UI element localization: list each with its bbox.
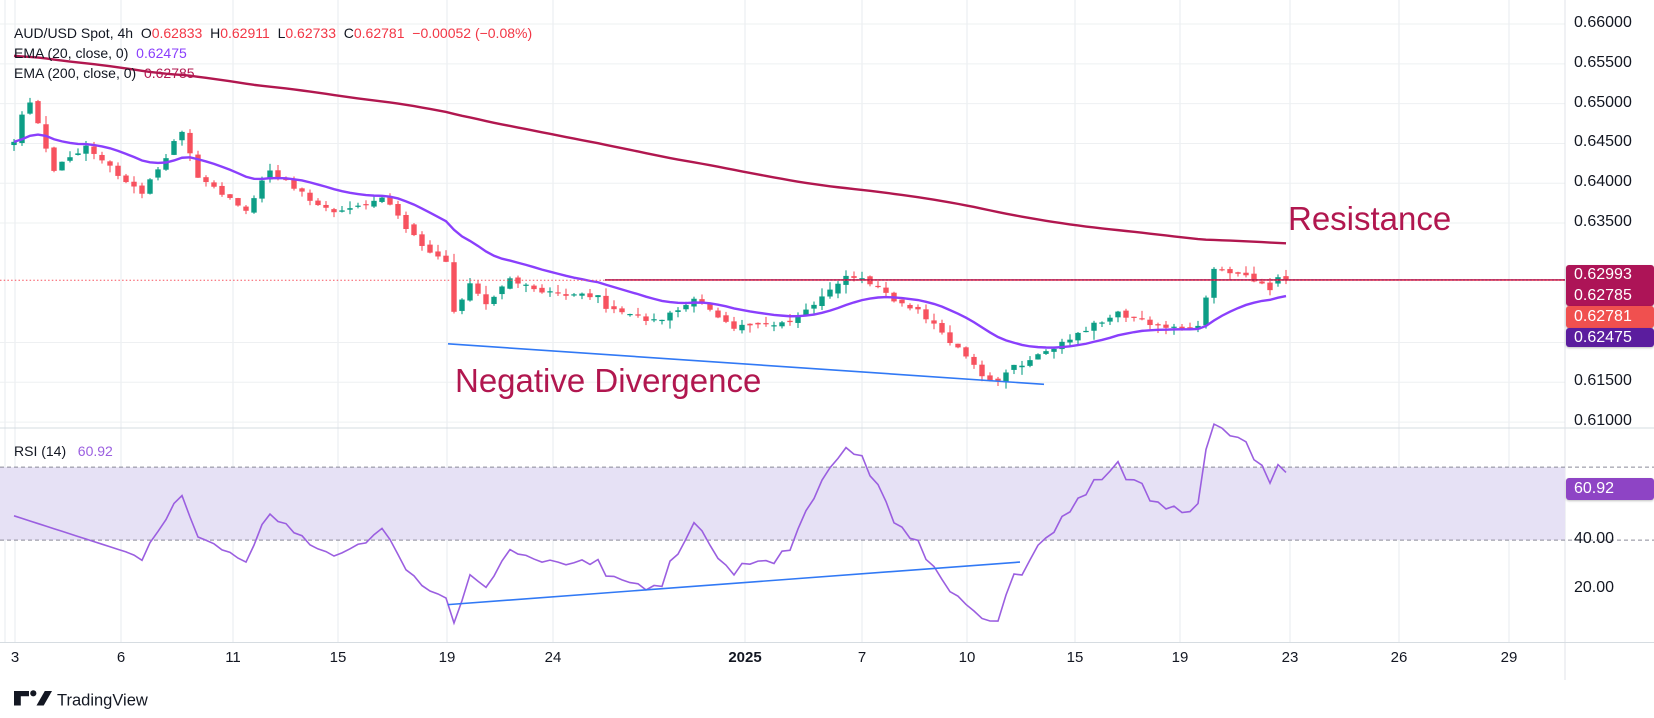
svg-text:TradingView: TradingView (57, 692, 148, 710)
